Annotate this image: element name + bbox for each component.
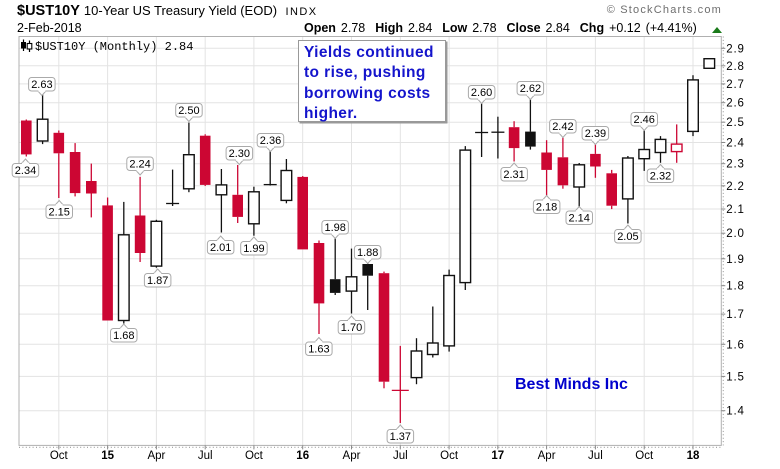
svg-text:2.50: 2.50 (178, 105, 199, 117)
svg-text:Oct: Oct (245, 450, 264, 462)
svg-text:16: 16 (296, 450, 309, 462)
svg-text:2.62: 2.62 (520, 83, 541, 95)
svg-text:2.9: 2.9 (726, 43, 744, 55)
svg-text:15: 15 (101, 450, 114, 462)
svg-text:2.4: 2.4 (726, 138, 744, 150)
svg-text:1.5: 1.5 (726, 371, 744, 383)
svg-text:1.63: 1.63 (308, 344, 329, 356)
svg-text:2.05: 2.05 (617, 231, 638, 243)
svg-text:2.2: 2.2 (726, 181, 744, 193)
svg-text:2.14: 2.14 (568, 213, 589, 225)
svg-text:2.60: 2.60 (471, 87, 492, 99)
svg-text:1.98: 1.98 (324, 222, 345, 234)
svg-text:2.01: 2.01 (210, 242, 231, 254)
svg-text:1.99: 1.99 (243, 243, 264, 255)
svg-text:1.70: 1.70 (341, 322, 362, 334)
svg-text:Apr: Apr (147, 450, 165, 462)
svg-text:18: 18 (687, 450, 700, 462)
svg-text:17: 17 (491, 450, 504, 462)
svg-text:Oct: Oct (440, 450, 459, 462)
svg-text:1.7: 1.7 (726, 309, 744, 321)
svg-text:2.24: 2.24 (129, 159, 150, 171)
svg-text:1.87: 1.87 (147, 275, 168, 287)
svg-text:1.8: 1.8 (726, 281, 744, 293)
svg-text:1.9: 1.9 (726, 254, 744, 266)
svg-text:1.68: 1.68 (113, 330, 134, 342)
svg-text:2.18: 2.18 (536, 202, 557, 214)
svg-text:2.42: 2.42 (552, 121, 573, 133)
svg-text:2.7: 2.7 (726, 79, 744, 91)
svg-text:2.32: 2.32 (650, 171, 671, 183)
svg-text:2.46: 2.46 (633, 114, 654, 126)
svg-text:2.15: 2.15 (48, 207, 69, 219)
svg-text:2.8: 2.8 (726, 61, 744, 73)
svg-text:2.31: 2.31 (503, 169, 524, 181)
svg-text:1.6: 1.6 (726, 339, 744, 351)
svg-text:2.5: 2.5 (726, 117, 744, 129)
svg-text:2.36: 2.36 (260, 135, 281, 147)
svg-text:Apr: Apr (538, 450, 556, 462)
svg-text:Apr: Apr (343, 450, 361, 462)
svg-text:Oct: Oct (50, 450, 69, 462)
svg-text:2.3: 2.3 (726, 159, 744, 171)
svg-text:Jul: Jul (588, 450, 603, 462)
svg-text:2.1: 2.1 (726, 204, 744, 216)
svg-text:2.39: 2.39 (585, 128, 606, 140)
svg-text:2.30: 2.30 (229, 148, 250, 160)
svg-text:2.6: 2.6 (726, 98, 744, 110)
svg-text:Oct: Oct (635, 450, 654, 462)
svg-text:2.34: 2.34 (15, 165, 36, 177)
svg-text:Jul: Jul (393, 450, 408, 462)
svg-text:1.37: 1.37 (390, 431, 411, 443)
svg-text:2.63: 2.63 (31, 79, 52, 91)
svg-text:1.88: 1.88 (357, 247, 378, 259)
svg-text:2.0: 2.0 (726, 228, 744, 240)
svg-text:Jul: Jul (198, 450, 213, 462)
svg-text:1.4: 1.4 (726, 406, 744, 418)
